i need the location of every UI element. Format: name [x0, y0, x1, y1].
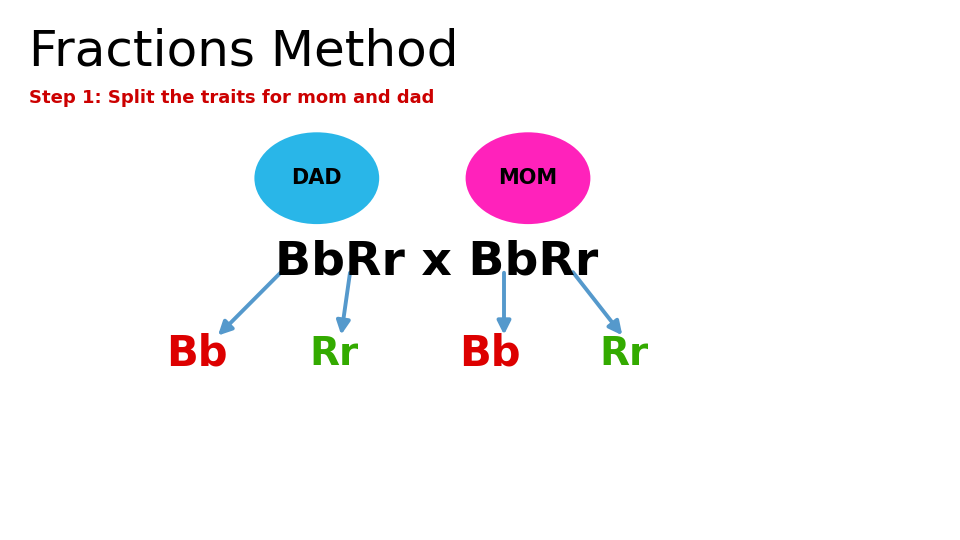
- Text: Bb: Bb: [166, 333, 228, 375]
- Text: Rr: Rr: [599, 335, 649, 373]
- Text: Rr: Rr: [309, 335, 359, 373]
- Text: MOM: MOM: [498, 168, 558, 188]
- Ellipse shape: [466, 132, 590, 224]
- Text: DAD: DAD: [292, 168, 342, 188]
- Text: Step 1: Split the traits for mom and dad: Step 1: Split the traits for mom and dad: [29, 89, 434, 107]
- Text: Bb: Bb: [459, 333, 520, 375]
- Ellipse shape: [254, 132, 379, 224]
- Text: BbRr x BbRr: BbRr x BbRr: [276, 239, 598, 285]
- Text: Fractions Method: Fractions Method: [29, 27, 458, 75]
